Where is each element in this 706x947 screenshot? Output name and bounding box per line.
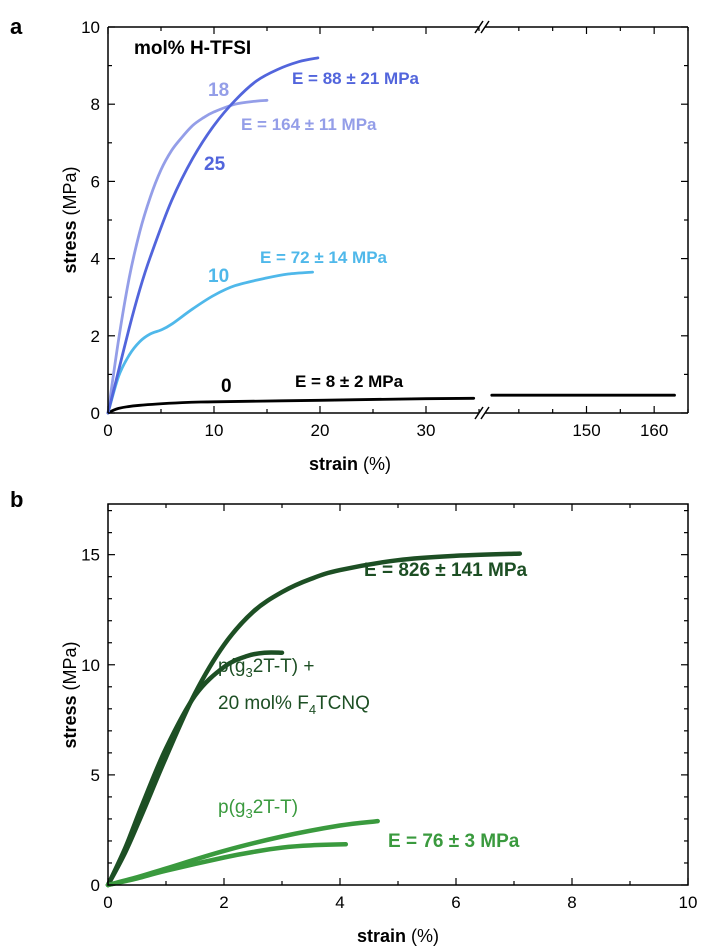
x-tick-label: 8 [567,893,576,912]
label-doped-line2-b: TCNQ [316,693,370,714]
panel-b-ylabel-unit: (MPa) [60,641,80,690]
series-line-2 [105,650,285,888]
panel-a-x-axis-title: strain (%) [309,454,391,474]
label-pristine: p(g32T-T) [218,797,298,821]
annotation-e-10: E = 72 ± 14 MPa [260,248,388,267]
series-line-1 [105,551,523,888]
legend-title: mol% H-TFSI [134,38,251,59]
series-line-25 [106,56,320,415]
y-tick-label: 0 [91,404,100,423]
panel-a-y-axis-title: stress (MPa) [60,166,80,273]
panel-b-label: b [10,487,23,512]
annotation-e-0: E = 8 ± 2 MPa [295,372,404,391]
panel-b-chart: b 0 5 10 15 0 2 4 6 8 10 E = 826 ± 141 MPa E = 76… [10,487,697,946]
label-pristine-b: 2T-T) [253,797,298,818]
x-tick-label: 2 [219,893,228,912]
x-tick-label: 150 [572,421,600,440]
x-tick-label: 0 [103,893,112,912]
label-pristine-a: p(g [218,797,245,818]
label-doped-line1: p(g32T-T) + [218,656,314,680]
annotation-e-25: E = 88 ± 21 MPa [292,69,420,88]
x-tick-label: 6 [451,893,460,912]
y-tick-label: 5 [91,766,100,785]
y-tick-label: 4 [91,250,100,269]
annotation-e-pristine: E = 76 ± 3 MPa [388,831,520,852]
panel-a-xlabel-unit: (%) [363,454,391,474]
y-tick-label: 15 [81,546,100,565]
x-tick-label: 10 [205,421,224,440]
series-line-10 [106,270,314,415]
annotation-e-doped: E = 826 ± 141 MPa [364,560,527,581]
label-10: 10 [208,266,229,287]
panel-b-axes-frame [107,503,689,886]
panel-b-x-axis-title: strain (%) [357,926,439,946]
label-doped-line1-a: p(g [218,656,245,677]
series-line-4 [105,842,349,888]
axis-break-mark [480,406,490,420]
label-pristine-sub: 3 [245,806,252,821]
y-tick-label: 2 [91,327,100,346]
y-tick-label: 10 [81,656,100,675]
x-tick-label: 10 [679,893,698,912]
label-25: 25 [204,154,226,175]
axis-break-mark [474,20,484,34]
panel-b-y-axis-title: stress (MPa) [60,641,80,748]
panel-b-xlabel-bold: strain [357,926,406,946]
x-tick-label: 160 [640,421,668,440]
y-tick-label: 0 [91,876,100,895]
label-doped-line2-a: 20 mol% F [218,693,309,714]
y-tick-label: 6 [91,172,100,191]
x-tick-label: 30 [417,421,436,440]
panel-a-series [106,56,676,415]
axis-break-mark [474,406,484,420]
label-0: 0 [221,376,232,397]
panel-a-chart: a 0 2 4 6 8 10 0 10 20 30 150 160 mol% H-TFSI 18 25… [10,14,689,474]
label-doped-line2: 20 mol% F4TCNQ [218,693,370,717]
x-tick-label: 4 [335,893,344,912]
y-tick-label: 8 [91,95,100,114]
x-tick-label: 20 [311,421,330,440]
label-18: 18 [208,80,229,101]
label-doped-line1-b: 2T-T) + [253,656,315,677]
series-line-0 [106,396,476,415]
y-tick-label: 10 [81,18,100,37]
series-line-18 [106,98,269,415]
panel-a-ylabel-unit: (MPa) [60,166,80,215]
panel-b-xlabel-unit: (%) [411,926,439,946]
panel-b-ylabel-bold: stress [60,695,80,748]
panel-b-tick-labels: 0 5 10 15 0 2 4 6 8 10 [81,546,697,912]
x-tick-label: 0 [103,421,112,440]
label-doped-line1-sub: 3 [245,665,252,680]
panel-a-ylabel-bold: stress [60,220,80,273]
label-doped-line2-sub: 4 [309,702,316,717]
panel-a-label: a [10,14,23,39]
panel-b-series [105,551,523,888]
panel-a-axes-frame [107,20,689,420]
axis-break-mark [480,20,490,34]
panel-a-tick-labels: 0 2 4 6 8 10 0 10 20 30 150 160 [81,18,668,440]
panel-a-xlabel-bold: strain [309,454,358,474]
annotation-e-18: E = 164 ± 11 MPa [241,115,377,134]
